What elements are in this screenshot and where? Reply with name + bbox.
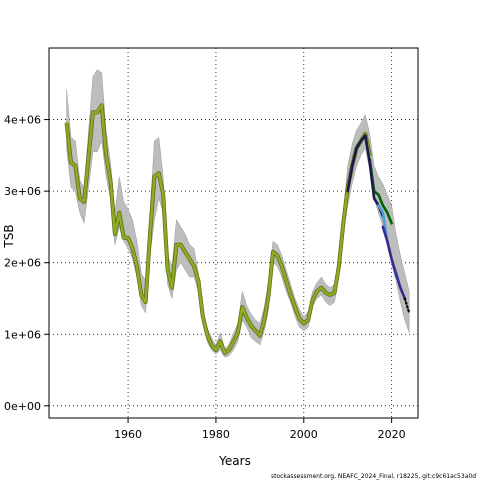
- y-axis: 0e+00 1e+06 2e+06 3e+06 4e+06: [4, 114, 49, 413]
- plot-frame: [49, 48, 418, 418]
- y-tick-label: 4e+06: [4, 114, 41, 127]
- series-outline: [67, 105, 370, 353]
- grid: [49, 48, 418, 418]
- y-tick-label: 0e+00: [4, 400, 41, 413]
- y-axis-label: TSB: [2, 224, 16, 248]
- y-tick-label: 1e+06: [4, 328, 41, 341]
- y-tick-label: 2e+06: [4, 257, 41, 270]
- y-tick-label: 3e+06: [4, 185, 41, 198]
- x-axis-label: Years: [218, 454, 251, 468]
- series-line-1: [67, 105, 370, 353]
- x-axis: 1960 1980 2000 2020: [114, 418, 406, 441]
- x-tick-label: 1960: [114, 428, 142, 441]
- x-tick-label: 1980: [202, 428, 230, 441]
- x-tick-label: 2020: [378, 428, 406, 441]
- x-tick-label: 2000: [290, 428, 318, 441]
- credit-text: stockassessment.org, NEAFC_2024_Final, r…: [271, 473, 476, 480]
